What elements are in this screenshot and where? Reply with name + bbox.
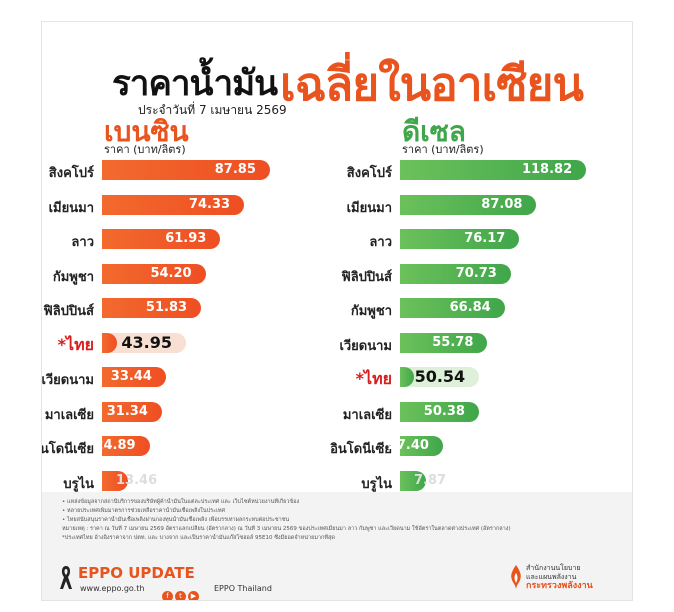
data-label: 7.87 xyxy=(414,472,447,488)
bar xyxy=(400,401,479,422)
bar xyxy=(102,367,166,387)
org-line: และแผนพลังงาน xyxy=(526,573,577,581)
data-label: 50.54 xyxy=(414,367,466,386)
data-label: 54.20 xyxy=(150,265,192,281)
social-account-name: EPPO Thailand xyxy=(214,584,272,593)
category-label: เมียนมา xyxy=(48,200,94,216)
data-label: 87.85 xyxy=(214,162,256,177)
category-label: *ไทย xyxy=(57,334,94,354)
category-label: เมียนมา xyxy=(346,200,392,216)
category-label: เวียดนาม xyxy=(42,373,94,388)
bar xyxy=(102,160,270,180)
data-label: 55.78 xyxy=(432,334,474,350)
data-label: 43.95 xyxy=(121,332,172,352)
bar xyxy=(400,436,443,456)
ribbon-icon xyxy=(60,566,72,589)
category-label: อินโดนีเซีย xyxy=(42,442,94,457)
footer: • แหล่งข้อมูลจากสถานีบริการของบริษัทผู้ค… xyxy=(42,492,632,600)
category-label: *ไทย xyxy=(355,369,392,388)
twitter-icon[interactable]: t xyxy=(175,591,186,600)
note-line: • แหล่งข้อมูลจากสถานีบริการของบริษัทผู้ค… xyxy=(62,499,300,505)
footer-notes: • แหล่งข้อมูลจากสถานีบริการของบริษัทผู้ค… xyxy=(62,498,612,543)
data-label: 70.73 xyxy=(455,265,497,281)
bar xyxy=(400,332,488,353)
bar xyxy=(400,263,511,284)
brand-name: EPPO UPDATE xyxy=(78,564,195,582)
category-label: กัมพูชา xyxy=(52,269,94,285)
bar xyxy=(400,470,426,491)
data-label: 87.08 xyxy=(481,196,523,212)
category-label: กัมพูชา xyxy=(350,304,392,319)
category-label: ลาว xyxy=(71,235,94,250)
ministry-name: กระทรวงพลังงาน xyxy=(526,581,593,591)
note-line: • หลายประเทศเพิ่มมาตรการช่วยเหลือราคาน้ำ… xyxy=(62,508,226,514)
note-line: หมายเหตุ : ราคา ณ วันที่ 7 เมษายน 2569 อ… xyxy=(62,526,511,532)
data-label: 27.40 xyxy=(387,438,429,453)
category-label: บรูไน xyxy=(63,476,94,492)
org-line: สำนักงานนโยบาย xyxy=(526,564,581,572)
date-subtitle: ประจำวันที่ 7 เมษายน 2569 xyxy=(138,103,287,117)
category-label: สิงคโปร์ xyxy=(48,166,94,181)
data-label: 33.44 xyxy=(110,369,152,384)
org-name: สำนักงานนโยบาย และแผนพลังงาน กระทรวงพลัง… xyxy=(526,564,593,591)
bar xyxy=(102,263,206,284)
data-label: 24.89 xyxy=(94,438,136,453)
data-label: 118.82 xyxy=(521,162,573,177)
bar xyxy=(400,367,480,387)
bar-highlight-fill xyxy=(400,367,415,387)
bar-highlight-fill xyxy=(102,332,118,353)
data-label: 31.34 xyxy=(106,403,148,419)
data-label: 50.38 xyxy=(423,403,465,419)
page-title-highlight: เฉลี่ยในอาเซียน xyxy=(280,57,584,111)
bar xyxy=(102,229,221,249)
chart-title: ดีเซล xyxy=(402,115,466,148)
bar xyxy=(102,470,128,491)
youtube-icon[interactable]: ▶ xyxy=(188,591,199,600)
website-link[interactable]: www.eppo.go.th xyxy=(80,584,145,593)
page-title: ราคาน้ำมัน xyxy=(112,64,278,104)
data-label: 61.93 xyxy=(165,231,207,246)
bar xyxy=(400,229,520,249)
category-label: ฟิลิปปินส์ xyxy=(341,269,393,285)
note-line: *ประเทศไทย อ้างอิงราคาจาก ปตท. และ บางจา… xyxy=(62,535,335,541)
data-label: 13.46 xyxy=(116,472,158,488)
bar xyxy=(102,194,245,215)
data-label: 74.33 xyxy=(188,196,231,212)
category-label: มาเลเซีย xyxy=(44,407,94,423)
chart-unit-label: ราคา (บาท/ลิตร) xyxy=(402,143,484,156)
category-label: เวียดนาม xyxy=(339,338,392,354)
bar xyxy=(102,332,186,353)
category-label: สิงคโปร์ xyxy=(346,166,392,181)
category-label: มาเลเซีย xyxy=(342,407,392,423)
bar xyxy=(102,436,150,456)
category-label: ลาว xyxy=(369,235,392,250)
chart-title: เบนซิน xyxy=(104,115,189,148)
data-label: 51.83 xyxy=(145,300,188,315)
bar xyxy=(102,401,162,422)
social-icons: f t ▶ xyxy=(162,583,201,600)
category-label: บรูไน xyxy=(361,476,392,492)
data-label: 76.17 xyxy=(464,231,506,246)
category-label: อินโดนีเซีย xyxy=(330,442,392,457)
flame-logo-icon xyxy=(511,565,521,589)
bar xyxy=(400,194,537,215)
bar xyxy=(102,298,202,318)
bar xyxy=(400,298,505,318)
bar xyxy=(400,160,587,180)
note-line: • ไทยสนับสนุนราคาน้ำมันเชื้อเพลิงผ่านกอง… xyxy=(62,517,290,523)
chart-unit-label: ราคา (บาท/ลิตร) xyxy=(104,143,186,156)
data-label: 66.84 xyxy=(449,300,491,315)
infographic-card: ราคาน้ำมัน เฉลี่ยในอาเซียน ประจำวันที่ 7… xyxy=(42,22,632,600)
facebook-icon[interactable]: f xyxy=(162,591,173,600)
category-label: ฟิลิปปินส์ xyxy=(43,304,95,319)
